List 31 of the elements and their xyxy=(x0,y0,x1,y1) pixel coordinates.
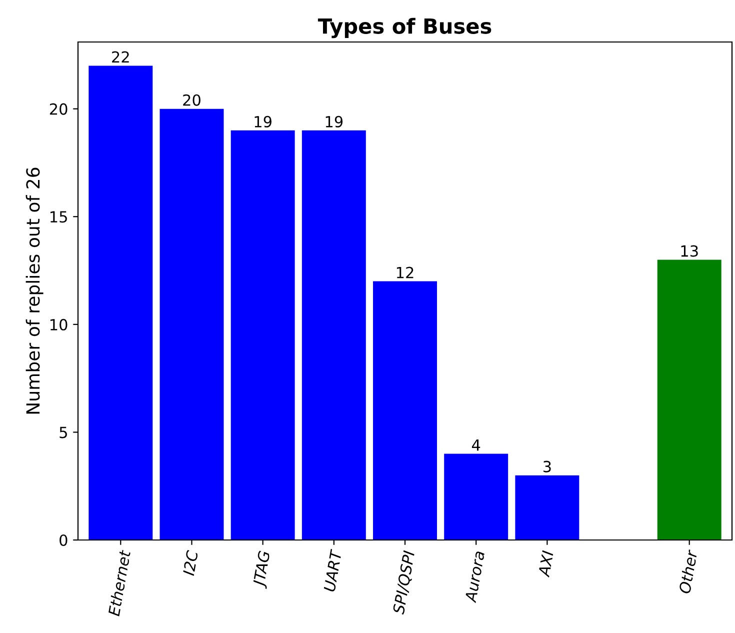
bar xyxy=(515,475,580,540)
bar xyxy=(444,454,508,540)
data-label: 19 xyxy=(254,116,272,128)
data-label: 22 xyxy=(112,51,129,63)
x-tick-label: Other xyxy=(678,548,698,594)
data-label: 12 xyxy=(396,266,414,278)
bar xyxy=(230,130,295,540)
x-tick-label: I2C xyxy=(182,550,198,576)
x-tick-label: Aurora xyxy=(464,550,485,604)
x-tick-label: AXI xyxy=(538,550,554,578)
bar xyxy=(302,130,366,540)
y-tick-label: 10 xyxy=(50,318,68,330)
y-tick-label: 0 xyxy=(60,534,68,546)
data-label: 4 xyxy=(472,439,480,451)
data-label: 3 xyxy=(543,460,551,472)
bar xyxy=(160,108,224,540)
bar xyxy=(373,281,437,540)
y-tick-label: 20 xyxy=(50,103,68,115)
y-tick-label: 15 xyxy=(50,211,67,223)
data-label: 19 xyxy=(326,116,343,128)
data-label: 20 xyxy=(183,94,200,106)
x-tick-label: UART xyxy=(324,548,342,592)
y-axis-title: Number of replies out of 26 xyxy=(26,168,44,414)
chart-title: Types of Buses xyxy=(318,18,492,38)
data-label: 13 xyxy=(681,245,698,257)
x-tick-label: Ethernet xyxy=(108,549,131,616)
x-tick-label: SPI/QSPI xyxy=(392,550,417,616)
y-tick-label: 5 xyxy=(60,426,67,438)
bar xyxy=(657,260,722,540)
x-tick-label: JTAG xyxy=(252,550,273,589)
bar xyxy=(88,66,153,540)
